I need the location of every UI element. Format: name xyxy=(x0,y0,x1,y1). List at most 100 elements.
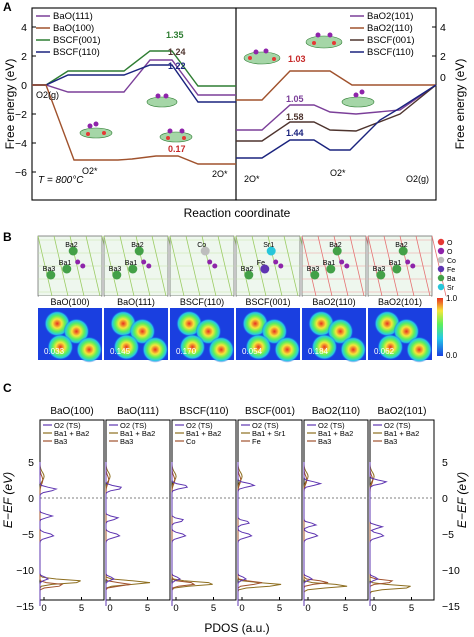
o2-atom xyxy=(278,263,284,269)
pdos-legend-label: Ba3 xyxy=(384,437,397,446)
element-legend: OO Co Fe Ba Sr xyxy=(437,238,456,292)
series-line-bscf110 xyxy=(236,84,437,159)
o2-atom xyxy=(410,263,416,269)
pdos-frame xyxy=(39,419,105,601)
atom-marker xyxy=(326,264,336,274)
structure-name: BaO2(110) xyxy=(312,297,355,307)
pdos-trace-ba3 xyxy=(39,462,64,606)
atom-marker xyxy=(310,270,320,280)
atom-marker xyxy=(376,270,386,280)
overlap-value: 0.062 xyxy=(374,347,395,356)
ytick: 0 xyxy=(28,493,34,505)
atom-label: Ba2 xyxy=(329,242,342,249)
density-blob xyxy=(113,334,140,360)
pdos-trace-o2 xyxy=(237,462,256,606)
panel-c-yticks-right: 5 0 −5 −10 −15 xyxy=(442,457,460,613)
colorbar xyxy=(437,298,443,356)
ytick: −4 xyxy=(15,138,27,150)
element-name: O xyxy=(447,240,453,247)
xtick: 0 xyxy=(107,603,112,614)
atom-marker xyxy=(128,264,138,274)
atom-marker xyxy=(398,246,408,256)
panel-a-letter: A xyxy=(3,0,12,14)
structure-name: BaO2(101) xyxy=(378,297,422,307)
lattice-bond xyxy=(349,235,365,297)
colorbar-max: 1.0 xyxy=(446,294,458,303)
panel-a-right-frame xyxy=(235,7,437,201)
pdos-trace-ba3 xyxy=(237,462,263,606)
pdos-legend-label: Ba1 + Ba2 xyxy=(120,429,155,438)
o2-atom xyxy=(273,259,279,265)
atom-label: Ba2 xyxy=(395,242,408,249)
structure-name: BaO(100) xyxy=(50,297,89,307)
density-blob xyxy=(195,318,222,345)
atom-label: Ba3 xyxy=(307,266,320,273)
density-blob xyxy=(340,336,367,363)
legend-label: BSCF(001) xyxy=(367,35,415,46)
ytick-right: 4 xyxy=(440,22,446,34)
ytick: −2 xyxy=(15,109,27,121)
atom-label: Ba3 xyxy=(109,266,122,273)
overlap-value: 0.145 xyxy=(110,347,131,356)
xtick: 0 xyxy=(41,603,46,614)
density-blob xyxy=(393,318,420,345)
xtick: 5 xyxy=(79,603,84,614)
ytick: −5 xyxy=(442,529,454,541)
xtick: 0 xyxy=(305,603,310,614)
pdos-trace-o2 xyxy=(303,462,323,606)
o2-atom xyxy=(339,259,345,265)
series-line-bao2-101 xyxy=(236,84,437,131)
atom-label: Co xyxy=(197,242,206,249)
xtick: 5 xyxy=(277,603,282,614)
state-label-o2-ads: O2* xyxy=(330,168,346,178)
element-name: Co xyxy=(447,258,456,265)
element-swatch xyxy=(437,256,445,264)
ytick: 5 xyxy=(442,457,448,469)
lattice-bond xyxy=(85,235,101,297)
density-blob xyxy=(129,318,156,345)
series-line-bao2-110 xyxy=(236,70,436,101)
xtick: 0 xyxy=(371,603,376,614)
density-blob xyxy=(261,318,288,345)
element-swatch xyxy=(437,265,445,273)
pdos-legend-label: Ba1 + Ba2 xyxy=(54,429,89,438)
panel-a-right-legend: BaO2(101) BaO2(110) BSCF(001) BSCF(110) xyxy=(350,11,415,58)
colorbar-min: 0.0 xyxy=(446,351,458,360)
pdos-frame xyxy=(369,419,435,601)
atom-marker xyxy=(260,264,270,274)
ytick: 4 xyxy=(21,22,27,34)
atom-marker xyxy=(244,270,254,280)
overlap-value: 0.170 xyxy=(176,347,197,356)
atom-label: Ba2 xyxy=(241,266,254,273)
atom-marker xyxy=(46,270,56,280)
pdos-legend-label: Ba1 + Ba2 xyxy=(384,429,419,438)
barrier-label: 1.44 xyxy=(286,128,304,138)
panel-a-ylabel-left: Free energy (eV) xyxy=(3,59,17,150)
density-blob xyxy=(406,336,433,363)
structure-name: BSCF(001) xyxy=(245,297,290,307)
ytick: −6 xyxy=(15,167,27,179)
density-blob xyxy=(76,336,103,363)
structure-name: BaO(111) xyxy=(117,297,155,307)
atom-label: Ba1 xyxy=(389,260,402,267)
structure-name-box xyxy=(171,296,233,307)
o2-atom xyxy=(146,263,152,269)
atom-label: Ba1 xyxy=(125,260,138,267)
legend-label: BaO2(110) xyxy=(367,23,413,34)
legend-label: BaO2(101) xyxy=(367,11,413,22)
legend-label: BSCF(001) xyxy=(53,35,101,46)
overlap-value: 0.033 xyxy=(44,347,65,356)
element-swatch xyxy=(437,274,445,282)
ytick-right: 2 xyxy=(440,51,446,63)
state-label-o2g: O2(g) xyxy=(406,174,429,184)
atom-marker xyxy=(332,246,342,256)
molecule-sketch-left xyxy=(79,93,193,143)
atom-label: Ba3 xyxy=(43,266,56,273)
